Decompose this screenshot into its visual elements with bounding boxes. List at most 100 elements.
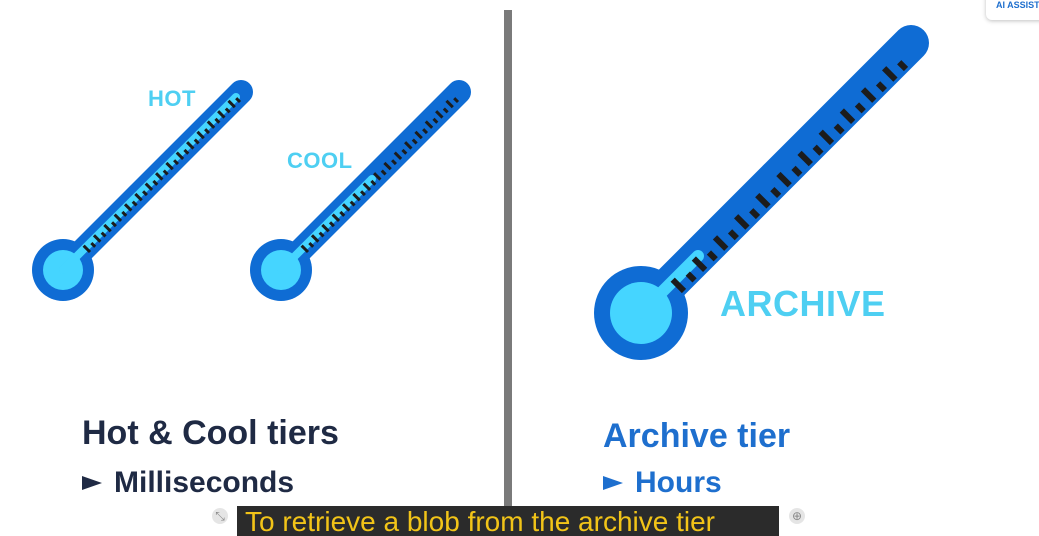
tick-mark xyxy=(833,123,845,135)
tick-mark xyxy=(349,200,356,207)
tick-mark xyxy=(90,241,97,248)
caption-settings-icon[interactable]: ⊕ xyxy=(789,508,805,524)
tick-mark xyxy=(328,221,335,228)
tick-mark xyxy=(310,234,320,243)
tick-mark xyxy=(442,107,449,114)
tick-mark xyxy=(321,223,330,233)
tick-mark xyxy=(110,221,117,228)
tick-mark xyxy=(797,150,813,167)
tick-mark xyxy=(422,128,429,135)
tick-mark xyxy=(380,169,387,176)
tick-mark xyxy=(214,117,221,124)
caption-resize-icon[interactable]: ⤡ xyxy=(212,508,228,524)
archive-tick-marks xyxy=(670,60,909,294)
tick-mark xyxy=(217,110,226,119)
tick-mark xyxy=(144,182,154,191)
tick-mark xyxy=(818,129,835,146)
tick-mark xyxy=(131,200,138,207)
tick-mark xyxy=(691,256,708,272)
tick-mark xyxy=(393,151,403,160)
thermometers-graphic xyxy=(32,25,929,360)
tick-mark xyxy=(134,192,143,202)
tick-mark xyxy=(142,190,148,197)
tick-mark xyxy=(341,203,351,212)
cool-thermometer-icon xyxy=(250,80,471,301)
tick-mark xyxy=(755,192,771,209)
archive-latency-text: Hours xyxy=(635,466,722,499)
tick-mark xyxy=(776,171,792,188)
tick-mark xyxy=(113,213,123,223)
tick-mark xyxy=(670,277,687,294)
tick-mark xyxy=(685,271,697,283)
tick-mark xyxy=(224,107,231,114)
tick-mark xyxy=(235,97,242,104)
tick-mark xyxy=(749,208,761,220)
tick-mark xyxy=(308,241,315,248)
archive-label: ARCHIVE xyxy=(720,283,886,324)
tick-mark xyxy=(196,130,205,140)
cool-label: COOL xyxy=(287,148,353,173)
tick-mark xyxy=(173,159,179,166)
tick-mark xyxy=(733,214,750,230)
video-slide: HOT COOL ARCHIVE Hot & Cool tiers Millis… xyxy=(32,10,929,522)
tick-mark xyxy=(727,229,739,241)
tick-mark xyxy=(162,169,169,176)
tick-mark xyxy=(204,128,211,135)
tick-mark xyxy=(435,110,444,119)
tick-mark xyxy=(881,66,898,82)
tick-mark xyxy=(103,223,112,233)
tick-mark xyxy=(404,141,413,150)
tick-mark xyxy=(227,99,236,109)
center-divider xyxy=(504,10,512,522)
tick-mark xyxy=(401,148,408,155)
arrow-bullet-icon xyxy=(603,476,623,490)
hot-cool-latency-text: Milliseconds xyxy=(114,466,295,499)
tick-mark xyxy=(165,161,174,171)
tick-mark xyxy=(206,120,216,129)
hot-cool-latency: Milliseconds xyxy=(82,466,294,500)
hot-thermometer-icon xyxy=(32,80,253,301)
tick-mark xyxy=(812,144,824,156)
tick-mark xyxy=(175,151,185,160)
tick-mark xyxy=(372,172,382,181)
tick-mark xyxy=(854,102,866,114)
tick-mark xyxy=(82,244,92,254)
tick-mark xyxy=(445,99,454,109)
tick-mark xyxy=(152,179,159,186)
tick-mark xyxy=(424,120,434,129)
tick-mark xyxy=(121,210,128,217)
archive-thermometer-icon xyxy=(594,25,929,360)
archive-tier-heading: Archive tier xyxy=(603,417,791,455)
tick-mark xyxy=(897,60,909,72)
tick-mark xyxy=(712,235,729,251)
tick-mark xyxy=(453,97,460,104)
tick-mark xyxy=(100,231,107,238)
tick-mark xyxy=(411,138,418,145)
arrow-bullet-icon xyxy=(82,476,102,490)
tick-mark xyxy=(92,234,102,243)
tick-mark xyxy=(370,179,377,186)
ai-assistant-button[interactable]: AI ASSISTANT xyxy=(986,0,1039,20)
tick-mark xyxy=(860,87,877,103)
tick-mark xyxy=(360,190,366,197)
tick-mark xyxy=(331,213,341,223)
tick-mark xyxy=(352,192,361,202)
tick-mark xyxy=(791,165,803,177)
tick-mark xyxy=(154,172,164,181)
tick-mark xyxy=(414,130,423,140)
tick-mark xyxy=(706,250,718,262)
tick-mark xyxy=(432,117,439,124)
tick-mark xyxy=(123,203,133,212)
tick-mark xyxy=(391,159,397,166)
tick-mark xyxy=(362,182,372,191)
tick-mark xyxy=(383,161,392,171)
tick-mark xyxy=(193,138,200,145)
tick-mark xyxy=(183,148,190,155)
hot-tick-marks xyxy=(82,97,242,254)
tick-mark xyxy=(186,141,195,150)
tick-mark xyxy=(875,81,887,93)
hot-cool-tiers-heading: Hot & Cool tiers xyxy=(82,414,339,452)
hot-label: HOT xyxy=(148,86,196,111)
tick-mark xyxy=(839,108,856,124)
subtitle-caption: To retrieve a blob from the archive tier xyxy=(237,506,779,536)
